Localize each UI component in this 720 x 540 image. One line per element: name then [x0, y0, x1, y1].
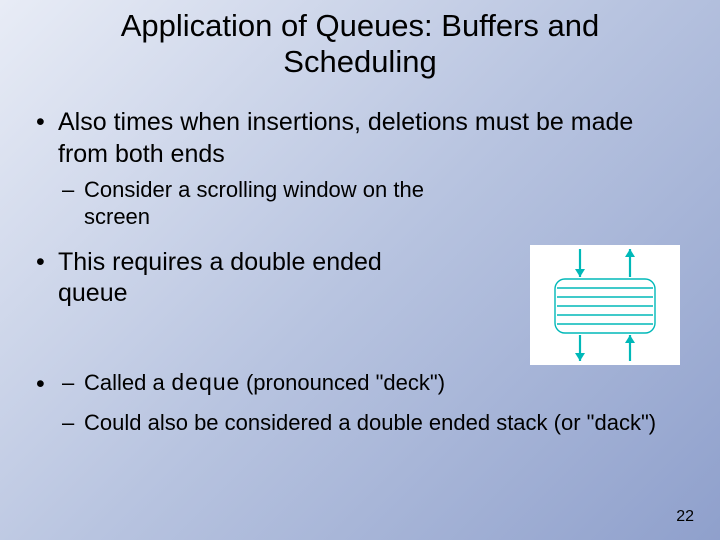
bullet-2-sub-2: Could also be considered a double ended …: [58, 409, 690, 437]
bullet-1-text: Also times when insertions, deletions mu…: [58, 108, 633, 167]
bullet-1-row: Consider a scrolling window on the scree…: [58, 170, 690, 241]
bullet-1-sub-1: Consider a scrolling window on the scree…: [58, 176, 438, 231]
slide-title: Application of Queues: Buffers and Sched…: [30, 8, 690, 79]
deque-code: deque: [171, 371, 240, 397]
bullet-2-sublist: Called a deque (pronounced "deck") Could…: [58, 369, 690, 436]
bullet-2-sub-1-prefix: Called a: [84, 370, 171, 395]
bullet-2-row: This requires a double ended queue: [30, 247, 690, 365]
bullet-1: Also times when insertions, deletions mu…: [30, 107, 690, 241]
slide: Application of Queues: Buffers and Sched…: [0, 0, 720, 540]
bullet-1-sublist: Consider a scrolling window on the scree…: [58, 176, 690, 241]
bullet-2-list: This requires a double ended queue: [30, 247, 530, 316]
bullet-2-sub-container: Called a deque (pronounced "deck") Could…: [30, 369, 690, 436]
bullet-2-sub-1: Called a deque (pronounced "deck"): [58, 369, 690, 399]
bullet-list: Also times when insertions, deletions mu…: [30, 107, 690, 241]
page-number: 22: [676, 508, 694, 526]
bullet-2: This requires a double ended queue: [30, 247, 530, 310]
bullet-2-sub-1-suffix: (pronounced "deck"): [240, 370, 445, 395]
bullet-2-sub-wrap: Called a deque (pronounced "deck") Could…: [30, 369, 690, 436]
deque-diagram-svg: [530, 241, 680, 369]
deque-diagram: [530, 245, 680, 365]
bullet-2-text: This requires a double ended queue: [58, 247, 438, 310]
